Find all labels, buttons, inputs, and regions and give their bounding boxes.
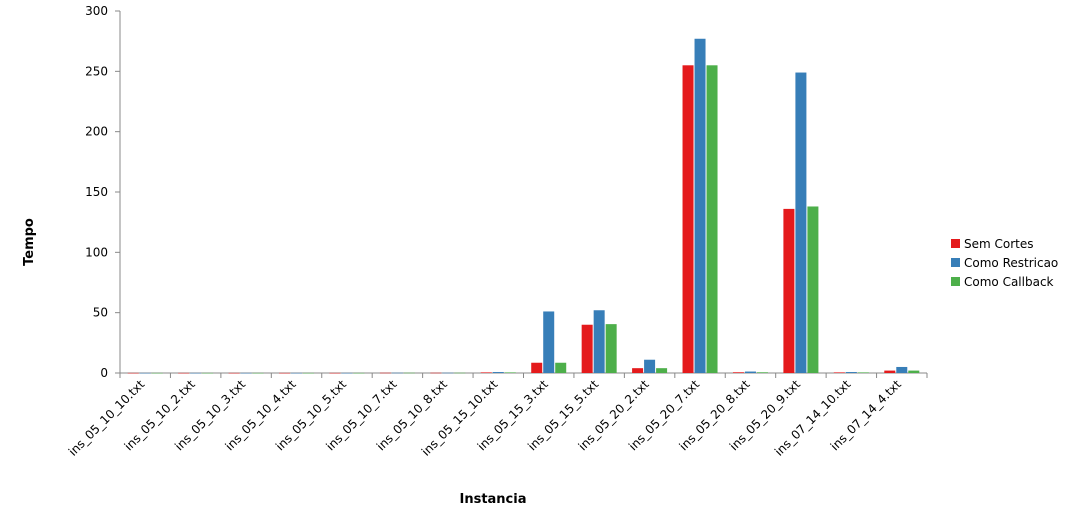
y-tick-label: 50 (93, 306, 108, 320)
bar (884, 370, 896, 373)
bar (391, 372, 403, 374)
y-tick-label: 150 (85, 185, 108, 199)
bar (403, 372, 415, 374)
bar (833, 372, 845, 373)
bar (845, 372, 857, 373)
bar (228, 372, 240, 374)
bar (732, 372, 744, 373)
bar (593, 310, 605, 373)
bar (504, 372, 516, 373)
x-axis-title: Instancia (459, 492, 526, 507)
bar (908, 370, 920, 373)
bar (706, 65, 718, 374)
bar (656, 368, 668, 373)
bar (581, 324, 593, 373)
bar (291, 372, 303, 374)
bar (783, 208, 795, 373)
bar (151, 372, 163, 374)
bar (555, 362, 567, 373)
bar (480, 372, 492, 373)
bar (807, 206, 819, 373)
bar (178, 372, 190, 374)
legend-label: Sem Cortes (964, 237, 1034, 251)
bars (127, 38, 920, 374)
bar (632, 368, 644, 373)
bar (139, 372, 151, 374)
bar (353, 372, 365, 374)
y-tick-label: 250 (85, 64, 108, 78)
bar (303, 372, 315, 374)
bar (240, 372, 252, 374)
y-axis: 0 50 100 150 200 250 300 (85, 4, 121, 380)
legend-label: Como Callback (964, 275, 1054, 289)
bar (605, 324, 617, 373)
bar (252, 372, 264, 374)
bar (329, 372, 341, 374)
bar (857, 372, 869, 373)
x-axis: ins_05_10_10.txtins_05_10_2.txtins_05_10… (66, 372, 928, 459)
y-tick-label: 0 (100, 366, 108, 380)
bar (492, 372, 504, 373)
bar (694, 38, 706, 374)
bar (454, 372, 466, 374)
legend-swatch (951, 277, 960, 286)
bar (127, 372, 139, 374)
bar (644, 359, 656, 373)
bar (379, 372, 391, 374)
bar (543, 311, 555, 373)
bar (682, 65, 694, 374)
bar (279, 372, 291, 374)
bar (896, 366, 908, 373)
bar (744, 371, 756, 373)
y-tick-label: 100 (85, 245, 108, 259)
legend-label: Como Restricao (964, 256, 1058, 270)
legend-swatch (951, 258, 960, 267)
bar (756, 372, 768, 373)
bar (341, 372, 353, 374)
bar (202, 372, 214, 374)
legend-swatch (951, 239, 960, 248)
y-tick-label: 200 (85, 125, 108, 139)
bar (442, 372, 454, 374)
legend: Sem Cortes Como Restricao Como Callback (951, 237, 1058, 289)
bar (795, 72, 807, 373)
bar (531, 362, 543, 373)
bar (430, 372, 442, 374)
y-axis-title: Tempo (22, 218, 37, 266)
bar (190, 372, 202, 374)
y-tick-label: 300 (85, 4, 108, 18)
